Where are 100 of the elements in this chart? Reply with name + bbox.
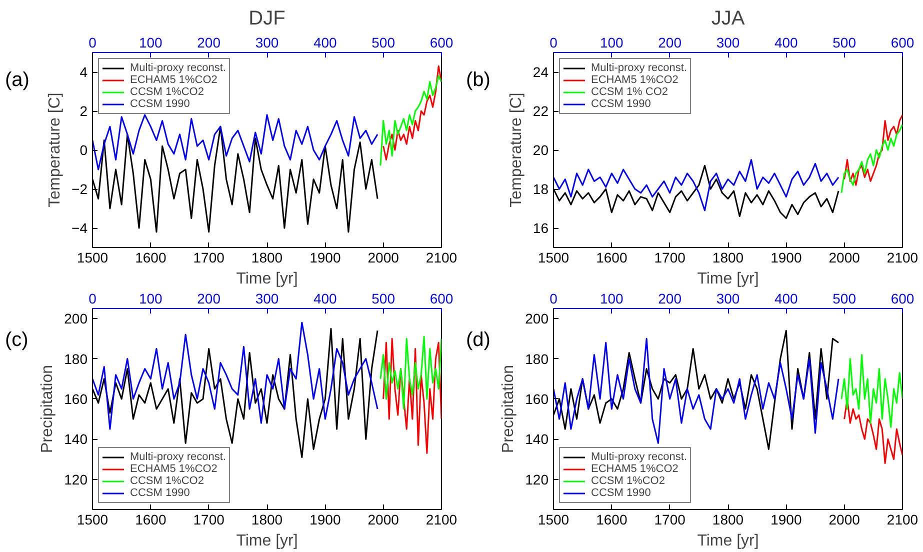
x2-tick-label: 600: [890, 290, 914, 306]
line-series: [844, 114, 902, 186]
legend-label: Multi-proxy reconst.: [130, 451, 226, 463]
legend-label: CCSM 1%CO2: [130, 86, 204, 98]
line-series: [840, 354, 902, 428]
y-tick-label: 18: [532, 181, 549, 197]
legend-label: CCSM 1990: [130, 98, 190, 110]
legend-label: CCSM 1% CO2: [591, 86, 668, 98]
text: (c): [5, 328, 28, 353]
x2-tick-label: 400: [774, 290, 798, 306]
line-series: [840, 124, 902, 194]
legend-label: ECHAM5 1%CO2: [130, 463, 218, 475]
x2-tick-label: 400: [313, 290, 338, 306]
y-tick-label: 16: [532, 220, 549, 236]
x-tick-label: 2100: [886, 512, 918, 528]
x2-tick-label: 200: [197, 290, 221, 306]
y-tick-label: 140: [64, 431, 88, 448]
x2-tick-label: 200: [197, 34, 221, 50]
legend-label: Multi-proxy reconst.: [130, 62, 226, 74]
legend-label: CCSM 1%CO2: [130, 475, 204, 487]
x-tick-label: 2000: [368, 512, 400, 528]
x-axis-title: Time [yr]: [236, 270, 298, 288]
x2-tick-label: 300: [255, 290, 279, 306]
x-tick-label: 1600: [135, 250, 166, 266]
x2-tick-label: 300: [716, 34, 740, 50]
y-tick-label: 120: [64, 471, 88, 488]
y-tick-label: 2: [80, 103, 88, 119]
y-tick-label: 0: [80, 142, 88, 158]
x2-tick-label: 200: [658, 34, 682, 50]
y-tick-label: 4: [80, 64, 88, 80]
legend-label: CCSM 1990: [591, 487, 651, 499]
chart-title: JJA: [711, 8, 746, 30]
legend-label: CCSM 1%CO2: [591, 475, 665, 487]
x-tick-label: 1500: [538, 250, 570, 266]
x-tick-label: 1600: [596, 512, 628, 528]
legend-label: Multi-proxy reconst.: [591, 62, 687, 74]
x-tick-label: 1700: [193, 512, 225, 528]
x-tick-label: 1500: [538, 512, 570, 528]
x-tick-label: 1500: [76, 512, 108, 528]
x-tick-label: 1900: [770, 250, 802, 266]
x-tick-label: 1700: [654, 512, 686, 528]
x-tick-label: 2000: [828, 512, 860, 528]
x-tick-label: 2100: [426, 250, 458, 266]
x-tick-label: 1900: [770, 512, 802, 528]
y-axis-title: Temperature [C]: [508, 92, 525, 208]
line-series: [382, 65, 442, 160]
x2-tick-label: 600: [890, 34, 914, 50]
y-tick-label: 180: [525, 350, 549, 367]
y-tick-label: 160: [525, 390, 549, 407]
x2-tick-label: 600: [430, 34, 454, 50]
y-tick-label: 120: [525, 471, 549, 488]
line-series: [382, 338, 442, 454]
x2-tick-label: 400: [313, 34, 338, 50]
line-series: [380, 336, 442, 410]
x2-tick-label: 300: [255, 34, 279, 50]
x-tick-label: 1800: [712, 250, 744, 266]
x-tick-label: 1800: [251, 250, 283, 266]
x-tick-label: 1900: [310, 250, 341, 266]
x-tick-label: 1800: [251, 512, 283, 528]
y-tick-label: 180: [64, 350, 88, 367]
x2-tick-label: 100: [600, 34, 624, 50]
x-tick-label: 1700: [193, 250, 225, 266]
y-tick-label: 22: [532, 103, 549, 119]
x-tick-label: 2000: [828, 250, 860, 266]
x2-tick-label: 500: [832, 290, 856, 306]
y-axis-title: Temperature [C]: [46, 92, 64, 208]
x-tick-label: 1500: [76, 250, 108, 266]
x2-tick-label: 100: [600, 290, 624, 306]
y-axis-title: Precipitation: [39, 364, 56, 454]
line-series: [380, 75, 442, 166]
y-tick-label: 24: [532, 64, 549, 80]
legend-label: ECHAM5 1%CO2: [130, 74, 218, 86]
x-tick-label: 1800: [712, 512, 744, 528]
x-tick-label: 1700: [654, 250, 686, 266]
chart-title: DJF: [248, 8, 286, 30]
x2-tick-label: 100: [138, 34, 163, 50]
y-tick-label: 160: [64, 390, 88, 407]
x-axis-title: Time [yr]: [236, 532, 298, 550]
x-tick-label: 1900: [310, 512, 341, 528]
y-tick-label: 200: [525, 310, 549, 327]
x-tick-label: 2000: [368, 250, 400, 266]
text: (a): [5, 68, 30, 93]
x-tick-label: 1600: [135, 512, 166, 528]
x-tick-label: 2100: [426, 512, 458, 528]
x2-tick-label: 500: [832, 34, 856, 50]
x-tick-label: 1600: [596, 250, 628, 266]
text: (d): [466, 328, 490, 353]
legend-label: ECHAM5 1%CO2: [591, 463, 678, 475]
x2-tick-label: 500: [372, 34, 396, 50]
legend-label: CCSM 1990: [591, 98, 651, 110]
text: (b): [466, 68, 490, 93]
x-axis-title: Time [yr]: [697, 270, 759, 288]
x-tick-label: 2100: [886, 250, 918, 266]
x-axis-title: Time [yr]: [697, 532, 759, 550]
y-tick-label: 200: [64, 310, 88, 327]
y-tick-label: −2: [72, 181, 88, 197]
legend-label: Multi-proxy reconst.: [591, 451, 687, 463]
x2-tick-label: 500: [372, 290, 396, 306]
y-tick-label: 20: [532, 142, 549, 158]
x2-tick-label: 100: [138, 290, 163, 306]
